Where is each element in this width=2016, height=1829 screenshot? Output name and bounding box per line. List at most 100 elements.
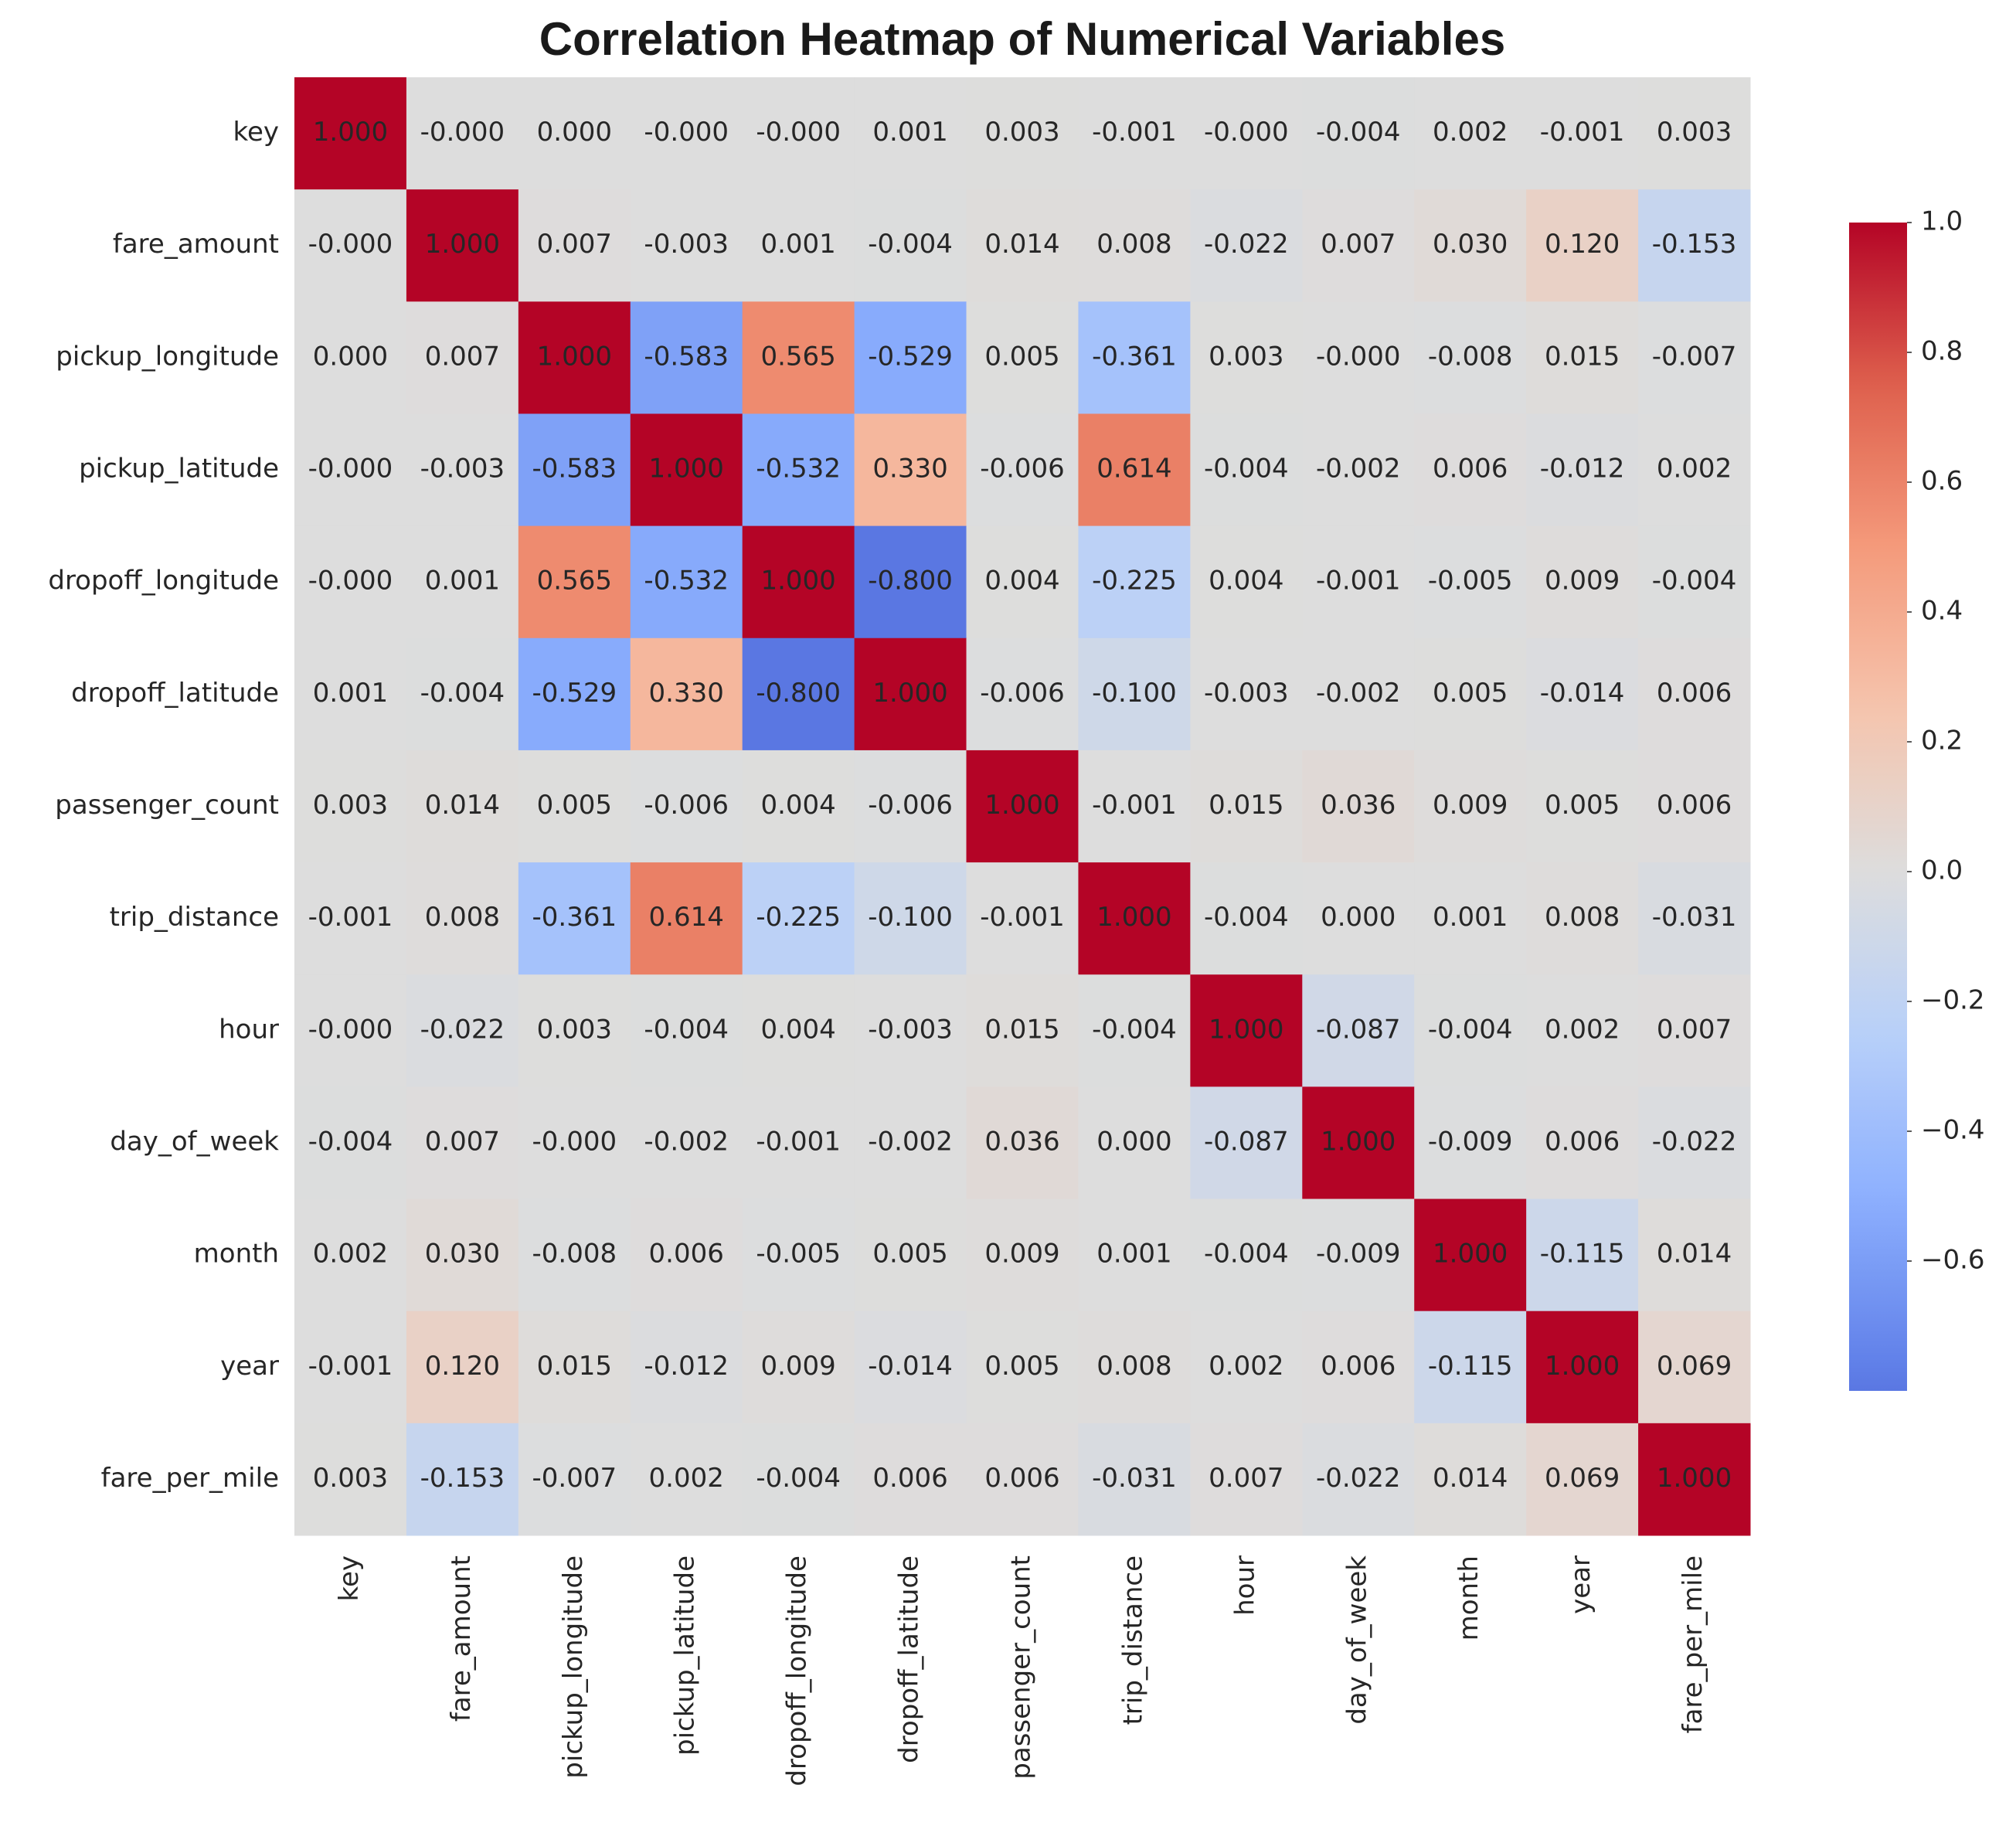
- chart-title: Correlation Heatmap of Numerical Variabl…: [539, 13, 1505, 65]
- cell-label: -0.532: [756, 454, 841, 484]
- heatmap-cell: [854, 1423, 967, 1536]
- heatmap-cell: [630, 1423, 743, 1536]
- heatmap-cell: [294, 637, 407, 751]
- y-tick-label: fare_amount: [113, 229, 279, 260]
- colorbar-tick-label: −0.2: [1921, 985, 1985, 1016]
- heatmap-cell: [742, 301, 855, 414]
- heatmap-cell: [1078, 750, 1191, 863]
- cell-label: -0.532: [644, 566, 729, 597]
- cell-label: -0.001: [308, 1351, 393, 1382]
- cell-label: -0.361: [1092, 341, 1177, 372]
- heatmap-cell: [966, 1198, 1079, 1312]
- cell-label: 0.007: [425, 341, 500, 372]
- cell-label: -0.800: [868, 566, 953, 597]
- cell-label: 0.565: [760, 341, 835, 372]
- heatmap-cell: [854, 1311, 967, 1424]
- heatmap-cell: [1638, 974, 1751, 1087]
- colorbar: [1849, 223, 1907, 1391]
- cell-label: 0.069: [1545, 1463, 1620, 1494]
- y-tick-label: year: [220, 1351, 279, 1382]
- heatmap-cell: [1302, 1423, 1415, 1536]
- heatmap-cell: [1190, 974, 1303, 1087]
- cell-label: 0.000: [1096, 1126, 1171, 1157]
- cell-label: -0.000: [308, 229, 393, 260]
- heatmap-cell: [1414, 750, 1527, 863]
- heatmap-cell: [1526, 1086, 1639, 1200]
- cell-label: 1.000: [1321, 1126, 1396, 1157]
- heatmap-cell: [1638, 413, 1751, 527]
- cell-label: -0.006: [980, 454, 1065, 484]
- heatmap-cell: [1078, 301, 1191, 414]
- heatmap-cell: [1414, 301, 1527, 414]
- heatmap-cell: [966, 1311, 1079, 1424]
- x-tick-label: year: [1566, 1555, 1596, 1614]
- heatmap-cell: [1190, 1198, 1303, 1312]
- heatmap-cell: [966, 862, 1079, 975]
- heatmap-cell: [630, 1086, 743, 1200]
- colorbar-tick-label: 1.0: [1921, 206, 1963, 237]
- heatmap-cell: [1302, 1311, 1415, 1424]
- heatmap-cell: [518, 77, 631, 190]
- heatmap-cell: [1190, 750, 1303, 863]
- heatmap-cell: [1638, 189, 1751, 302]
- cell-label: 0.003: [313, 1463, 388, 1494]
- cell-label: -0.000: [532, 1126, 617, 1157]
- cell-label: -0.100: [868, 902, 953, 933]
- heatmap-cell: [294, 1423, 407, 1536]
- heatmap-cell: [1302, 77, 1415, 190]
- y-tick-label: month: [194, 1239, 279, 1270]
- cell-label: 0.004: [984, 566, 1059, 597]
- heatmap-cell: [406, 189, 519, 302]
- cell-label: 1.000: [1657, 1463, 1732, 1494]
- colorbar-tick-label: 0.6: [1921, 466, 1963, 497]
- heatmap-cell: [966, 1086, 1079, 1200]
- cell-label: 0.003: [313, 790, 388, 821]
- cell-label: 1.000: [760, 566, 835, 597]
- cell-label: -0.153: [420, 1463, 505, 1494]
- cell-label: -0.004: [868, 229, 953, 260]
- cell-label: 0.008: [1545, 902, 1620, 933]
- cell-label: 1.000: [313, 117, 388, 148]
- cell-label: -0.004: [308, 1126, 393, 1157]
- heatmap-cell: [518, 189, 631, 302]
- cell-label: -0.001: [308, 902, 393, 933]
- heatmap-cell: [1302, 301, 1415, 414]
- heatmap-cell: [1078, 413, 1191, 527]
- heatmap-cell: [406, 301, 519, 414]
- cell-label: 0.006: [1433, 454, 1508, 484]
- heatmap-cell: [1638, 1086, 1751, 1200]
- heatmap-cell: [1078, 974, 1191, 1087]
- cell-label: -0.004: [1204, 902, 1289, 933]
- heatmap-cell: [966, 974, 1079, 1087]
- cell-label: -0.004: [1428, 1014, 1513, 1045]
- cell-label: 0.036: [1321, 790, 1396, 821]
- cell-label: -0.008: [532, 1239, 617, 1270]
- x-tick-label: trip_distance: [1117, 1555, 1148, 1725]
- heatmap-cell: [406, 974, 519, 1087]
- heatmap-cell: [1078, 1423, 1191, 1536]
- cell-label: -0.225: [1092, 566, 1177, 597]
- cell-label: -0.007: [532, 1463, 617, 1494]
- heatmap-cell: [1414, 1311, 1527, 1424]
- cell-label: 0.008: [1096, 229, 1171, 260]
- heatmap-cell: [294, 301, 407, 414]
- heatmap-cell: [742, 750, 855, 863]
- heatmap-cell: [1078, 1311, 1191, 1424]
- heatmap-cell: [406, 1423, 519, 1536]
- heatmap-cell: [518, 974, 631, 1087]
- cell-label: 0.001: [1096, 1239, 1171, 1270]
- cell-label: -0.001: [1316, 566, 1401, 597]
- y-tick-label: dropoff_longitude: [48, 566, 279, 597]
- heatmap-cell: [294, 525, 407, 639]
- heatmap-cell: [1526, 413, 1639, 527]
- cell-label: -0.225: [756, 902, 841, 933]
- cell-label: -0.014: [1540, 678, 1625, 709]
- heatmap-cell: [854, 413, 967, 527]
- cell-label: 0.008: [1096, 1351, 1171, 1382]
- heatmap-cell: [630, 637, 743, 751]
- heatmap-cell: [630, 750, 743, 863]
- heatmap-cell: [1078, 637, 1191, 751]
- heatmap-cell: [294, 77, 407, 190]
- cell-label: 0.006: [649, 1239, 724, 1270]
